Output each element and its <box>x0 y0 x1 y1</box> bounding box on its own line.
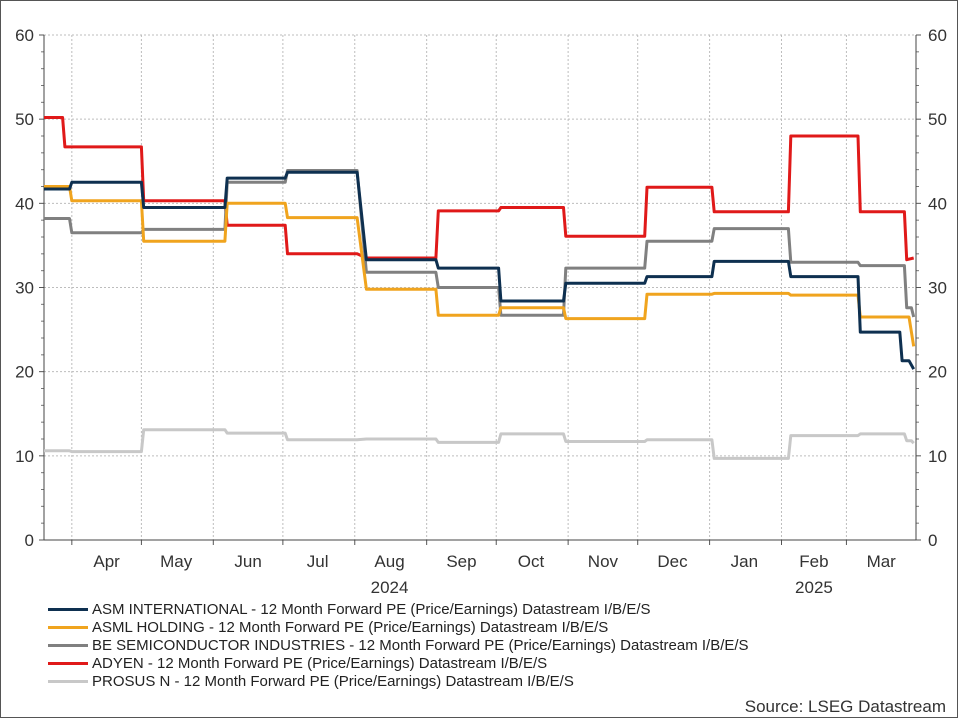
x-tick-label: Mar <box>867 552 897 571</box>
y-tick-label-left: 60 <box>15 26 34 45</box>
x-tick-label: Dec <box>657 552 688 571</box>
series-line <box>44 169 916 318</box>
x-tick-label: Oct <box>518 552 545 571</box>
y-tick-label-left: 30 <box>15 279 34 298</box>
legend-item: ADYEN - 12 Month Forward PE (Price/Earni… <box>48 654 749 672</box>
x-tick-label: Nov <box>588 552 619 571</box>
x-tick-label: Aug <box>374 552 404 571</box>
x-tick-label: Jul <box>307 552 329 571</box>
legend-swatch <box>48 643 88 647</box>
y-tick-label-right: 20 <box>928 363 947 382</box>
y-tick-label-right: 50 <box>928 110 947 129</box>
source-note: Source: LSEG Datastream <box>744 697 946 716</box>
x-tick-label: Sep <box>446 552 476 571</box>
legend-label: PROSUS N - 12 Month Forward PE (Price/Ea… <box>92 672 574 690</box>
y-tick-label-left: 40 <box>15 194 34 213</box>
x-tick-label: Jan <box>731 552 758 571</box>
legend-item: ASML HOLDING - 12 Month Forward PE (Pric… <box>48 618 749 636</box>
grid-lines <box>44 34 916 540</box>
y-tick-label-right: 0 <box>928 531 937 550</box>
x-year-label: 2024 <box>371 578 409 597</box>
legend-swatch <box>48 607 88 611</box>
legend-label: ADYEN - 12 Month Forward PE (Price/Earni… <box>92 654 548 672</box>
y-tick-label-right: 30 <box>928 279 947 298</box>
legend-swatch <box>48 679 88 683</box>
y-tick-label-right: 60 <box>928 26 947 45</box>
series-line <box>44 116 915 262</box>
legend-item: ASM INTERNATIONAL - 12 Month Forward PE … <box>48 600 749 618</box>
series-layer <box>44 116 916 460</box>
series-line <box>44 428 915 460</box>
legend-label: ASM INTERNATIONAL - 12 Month Forward PE … <box>92 600 651 618</box>
x-tick-label: Feb <box>799 552 828 571</box>
x-year-label: 2025 <box>795 578 833 597</box>
legend-item: BE SEMICONDUCTOR INDUSTRIES - 12 Month F… <box>48 636 749 654</box>
legend-swatch <box>48 625 88 629</box>
series-line <box>44 185 916 347</box>
y-tick-label-left: 10 <box>15 447 34 466</box>
y-tick-label-right: 10 <box>928 447 947 466</box>
legend-label: BE SEMICONDUCTOR INDUSTRIES - 12 Month F… <box>92 636 749 654</box>
axes <box>39 34 921 545</box>
series-line <box>44 170 916 370</box>
legend-swatch <box>48 661 88 665</box>
legend: ASM INTERNATIONAL - 12 Month Forward PE … <box>48 600 749 690</box>
x-tick-label: Jun <box>234 552 261 571</box>
x-tick-label: Apr <box>93 552 120 571</box>
legend-label: ASML HOLDING - 12 Month Forward PE (Pric… <box>92 618 609 636</box>
y-tick-label-left: 50 <box>15 110 34 129</box>
y-tick-label-left: 20 <box>15 363 34 382</box>
y-tick-label-right: 40 <box>928 194 947 213</box>
y-tick-label-left: 0 <box>25 531 34 550</box>
x-tick-label: May <box>160 552 193 571</box>
tick-labels: 0 0 10 10 20 20 30 30 40 40 50 50 60 60 Apr May Jun Jul Au… <box>15 26 947 597</box>
legend-item: PROSUS N - 12 Month Forward PE (Price/Ea… <box>48 672 749 690</box>
